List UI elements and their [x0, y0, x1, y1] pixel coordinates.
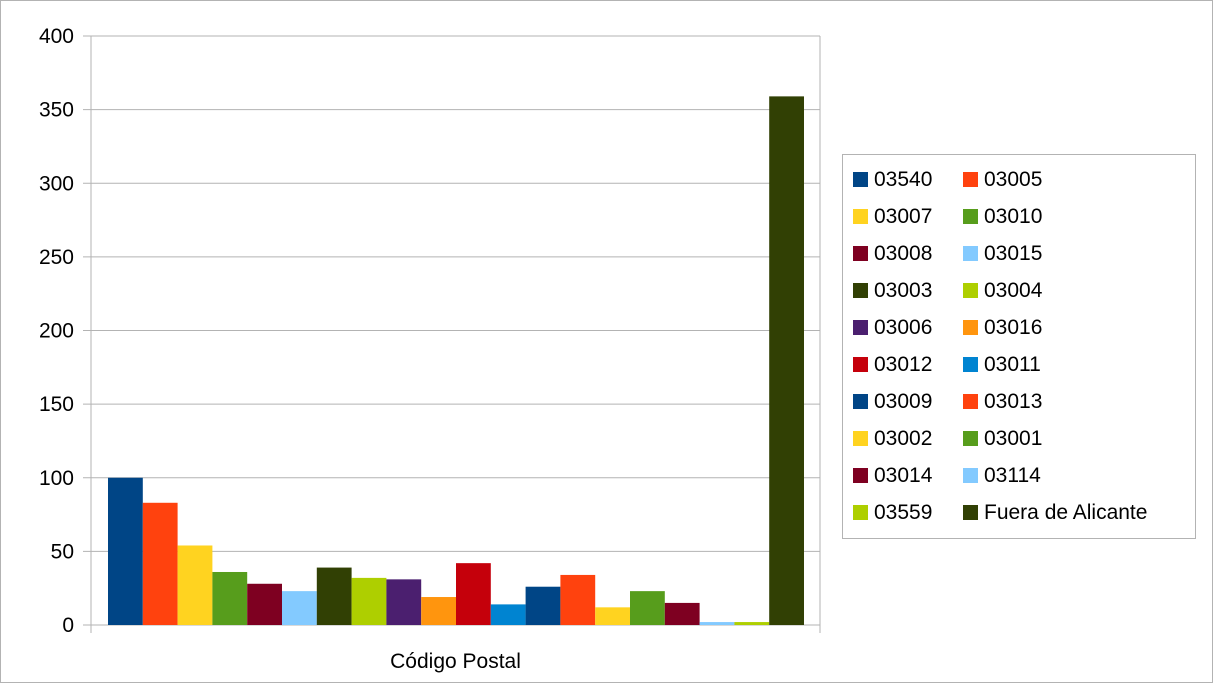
y-tick-label: 100	[39, 467, 74, 490]
y-tick-label: 150	[39, 393, 74, 416]
legend-label: 03005	[984, 167, 1043, 191]
legend-item: 03114	[963, 457, 1041, 494]
legend-label: 03008	[874, 241, 933, 265]
y-tick-label: 50	[51, 540, 74, 563]
bar-03540	[108, 477, 143, 625]
bar-03007	[177, 545, 213, 625]
legend-label: 03013	[984, 389, 1043, 413]
legend-label: 03015	[984, 241, 1043, 265]
y-tick-label: 200	[39, 320, 74, 343]
legend-swatch	[963, 394, 978, 409]
legend-swatch	[853, 431, 868, 446]
legend-swatch	[853, 505, 868, 520]
legend-label: 03540	[874, 167, 933, 191]
legend-label: 03010	[984, 204, 1043, 228]
legend-label: 03007	[874, 204, 933, 228]
bar-03002	[595, 607, 630, 625]
legend-label: 03114	[984, 463, 1041, 487]
y-tick-label: 0	[62, 614, 74, 637]
legend-item: 03009	[853, 383, 932, 420]
bar-03114	[699, 622, 735, 625]
y-tick-label: 250	[39, 246, 74, 269]
bar-fuera-de-alicante	[769, 96, 804, 625]
legend-item: 03007	[853, 198, 932, 235]
legend-swatch	[963, 172, 978, 187]
legend-item: 03005	[963, 161, 1042, 198]
bar-03013	[560, 574, 596, 625]
bar-03011	[490, 604, 526, 625]
legend-item: Fuera de Alicante	[963, 494, 1147, 531]
bar-03004	[351, 577, 387, 625]
legend-swatch	[963, 320, 978, 335]
legend-item: 03010	[963, 198, 1042, 235]
bar-03015	[282, 591, 317, 625]
legend-item: 03003	[853, 272, 932, 309]
legend-item: 03006	[853, 309, 932, 346]
bar-03012	[456, 563, 491, 625]
legend-swatch	[963, 357, 978, 372]
legend-item: 03016	[963, 309, 1042, 346]
legend-item: 03540	[853, 161, 932, 198]
legend-label: 03559	[874, 500, 933, 524]
bar-03008	[247, 583, 282, 625]
y-tick-label: 300	[39, 172, 74, 195]
bar-03001	[630, 591, 665, 625]
legend-swatch	[963, 209, 978, 224]
bar-03016	[421, 597, 456, 625]
bar-03005	[142, 502, 178, 625]
legend-swatch	[963, 468, 978, 483]
bar-03003	[316, 567, 352, 625]
legend-swatch	[963, 505, 978, 520]
legend-item: 03013	[963, 383, 1042, 420]
legend-label: 03014	[874, 463, 933, 487]
legend-swatch	[853, 468, 868, 483]
legend-label: 03006	[874, 315, 933, 339]
legend-label: Fuera de Alicante	[984, 500, 1148, 524]
legend-label: 03003	[874, 278, 933, 302]
legend-item: 03004	[963, 272, 1042, 309]
legend-swatch	[963, 431, 978, 446]
legend-label: 03001	[984, 426, 1043, 450]
legend-item: 03015	[963, 235, 1042, 272]
x-axis-label: Código Postal	[390, 650, 521, 673]
legend-item: 03002	[853, 420, 932, 457]
legend-swatch	[853, 172, 868, 187]
legend-label: 03002	[874, 426, 933, 450]
legend-swatch	[853, 357, 868, 372]
legend-item: 03008	[853, 235, 932, 272]
legend-item: 03012	[853, 346, 932, 383]
legend-item: 03011	[963, 346, 1041, 383]
bar-03559	[734, 622, 770, 625]
bar-03014	[664, 602, 700, 625]
chart-legend: 03540 03005 03007 03010 03008 03015 03003 03004…	[842, 154, 1196, 539]
legend-item: 03559	[853, 494, 932, 531]
legend-swatch	[963, 246, 978, 261]
bar-03006	[386, 579, 422, 625]
legend-swatch	[853, 209, 868, 224]
legend-label: 03012	[874, 352, 933, 376]
legend-label: 03016	[984, 315, 1043, 339]
legend-swatch	[853, 283, 868, 298]
legend-label: 03009	[874, 389, 933, 413]
bar-03010	[212, 571, 248, 625]
legend-label: 03011	[984, 352, 1041, 376]
legend-swatch	[853, 394, 868, 409]
legend-label: 03004	[984, 278, 1043, 302]
legend-item: 03014	[853, 457, 932, 494]
bar-03009	[525, 586, 561, 625]
y-tick-label: 400	[39, 25, 74, 48]
legend-swatch	[853, 320, 868, 335]
legend-swatch	[853, 246, 868, 261]
legend-item: 03001	[963, 420, 1042, 457]
legend-swatch	[963, 283, 978, 298]
y-tick-label: 350	[39, 99, 74, 122]
